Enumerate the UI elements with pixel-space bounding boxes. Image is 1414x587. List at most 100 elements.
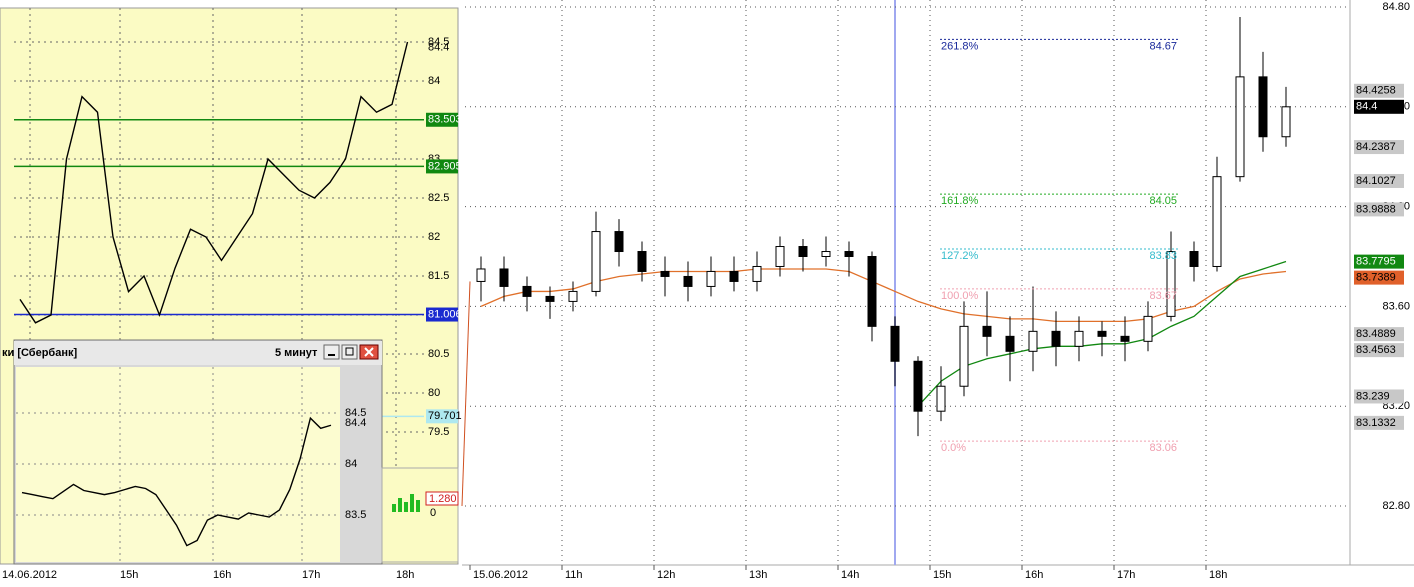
candle-body [706,270,716,287]
price-label-box [1354,254,1404,269]
fib-level: 100.0% [941,290,979,302]
level-box [426,112,458,127]
price-label-box [1354,415,1404,430]
price-label-box [1354,173,1404,188]
maximize-icon [345,347,354,356]
x-tick-label: 14h [841,569,859,581]
price-label-box [1354,202,1404,217]
level-box [426,307,458,322]
volume-bar [392,504,396,512]
price-label: 83.4889 [1356,328,1396,340]
y-tick-label: 82 [428,231,440,243]
x-tick-label: 15h [120,569,138,581]
y-tick-label: 82.5 [428,192,449,204]
candle-body [660,270,670,277]
price-label: 84.4258 [1356,85,1396,97]
candle-body [637,251,647,272]
price-line [19,41,409,324]
fib-level: 0.0% [941,442,966,454]
x-tick-label: 16h [1025,569,1043,581]
fib-level: 261.8% [941,40,979,52]
y-tick-label: 83.5 [345,509,366,521]
candle-body [821,251,831,257]
y-tick-label: 79.5 [428,426,449,438]
candle-body [1143,315,1153,342]
candle-body [683,275,693,287]
close-icon [364,347,374,357]
gap-line [461,281,471,507]
candle-body [1097,330,1107,337]
candle-body [1005,335,1015,352]
price-label: 84.2387 [1356,141,1396,153]
price-label: 83.4563 [1356,344,1396,356]
price-label: 84.1027 [1356,175,1396,187]
price-label: 84.4 [1356,101,1377,113]
candle-body [729,270,739,282]
price-label-box [1354,327,1404,342]
indicator-zero: 0 [430,507,436,519]
x-tick-label: 17h [302,569,320,581]
window-timeframe: 5 минут [275,347,318,359]
y-tick-label: 80 [428,387,440,399]
level-label: 79.701 [428,410,462,422]
maximize-button[interactable] [341,344,358,360]
candle-body [1212,176,1222,267]
candle-body [1051,330,1061,347]
fib-level: 161.8% [941,195,979,207]
indicator-panel: 1.280 0 [381,467,459,563]
candle-body [614,231,624,253]
x-tick-label: 18h [1209,569,1227,581]
price-line [21,416,332,547]
price-label: 83.7389 [1356,272,1396,284]
volume-bar [398,498,402,512]
price-label-box [1354,140,1404,155]
y-tick-label: 84.80 [1382,1,1410,13]
candle-body [522,285,532,297]
fib-price: 83.83 [1149,250,1177,262]
candle-body [1120,335,1130,342]
minimize-button[interactable] [323,344,340,360]
last-price: 84.4 [428,42,449,54]
candle-body [959,325,969,387]
indicator-bg [381,467,459,563]
candle-body [844,251,854,257]
x-tick-label: 13h [749,569,767,581]
level-label: 81.006 [428,308,462,320]
level-box [426,409,458,424]
x-tick-label: 18h [396,569,414,581]
candle-body [499,268,509,287]
main-chart: 84.8084.4084.0083.6083.2082.8015.06.2012… [461,0,1414,581]
volume-bar [410,494,414,512]
window-titlebar [14,341,382,365]
candle-body [752,265,762,282]
volume-bar [416,500,420,512]
price-label-box [1354,99,1404,114]
price-label-box [1354,389,1404,404]
x-tick-label: 14.06.2012 [2,569,57,581]
price-label-box [1354,343,1404,358]
fib-price: 84.05 [1149,195,1177,207]
y-tick-label: 83.60 [1382,300,1410,312]
candle-body [1281,106,1291,138]
volume-bar [404,502,408,512]
indicator-value: 1.280 [429,493,457,505]
last-price: 84.4 [345,417,366,429]
candle-body [913,360,923,412]
y-tick-label: 84.5 [428,36,449,48]
price-label: 83.1332 [1356,417,1396,429]
price-label: 83.7795 [1356,256,1396,268]
x-tick-label: 16h [213,569,231,581]
candle-body [1166,251,1176,317]
y-tick-label: 84 [428,75,440,87]
candle-body [1028,330,1038,352]
candle-body [775,246,785,267]
fib-level: 127.2% [941,250,979,262]
y-tick-label: 84.5 [345,407,366,419]
price-label: 83.239 [1356,390,1390,402]
chart-window: ки [Сбербанк] 5 минут 84.5 84 83.5 84.4 [2,339,383,565]
level-label: 83.503 [428,114,462,126]
candle-body [1074,330,1084,347]
candle-body [476,268,486,282]
candle-body [1189,251,1199,267]
